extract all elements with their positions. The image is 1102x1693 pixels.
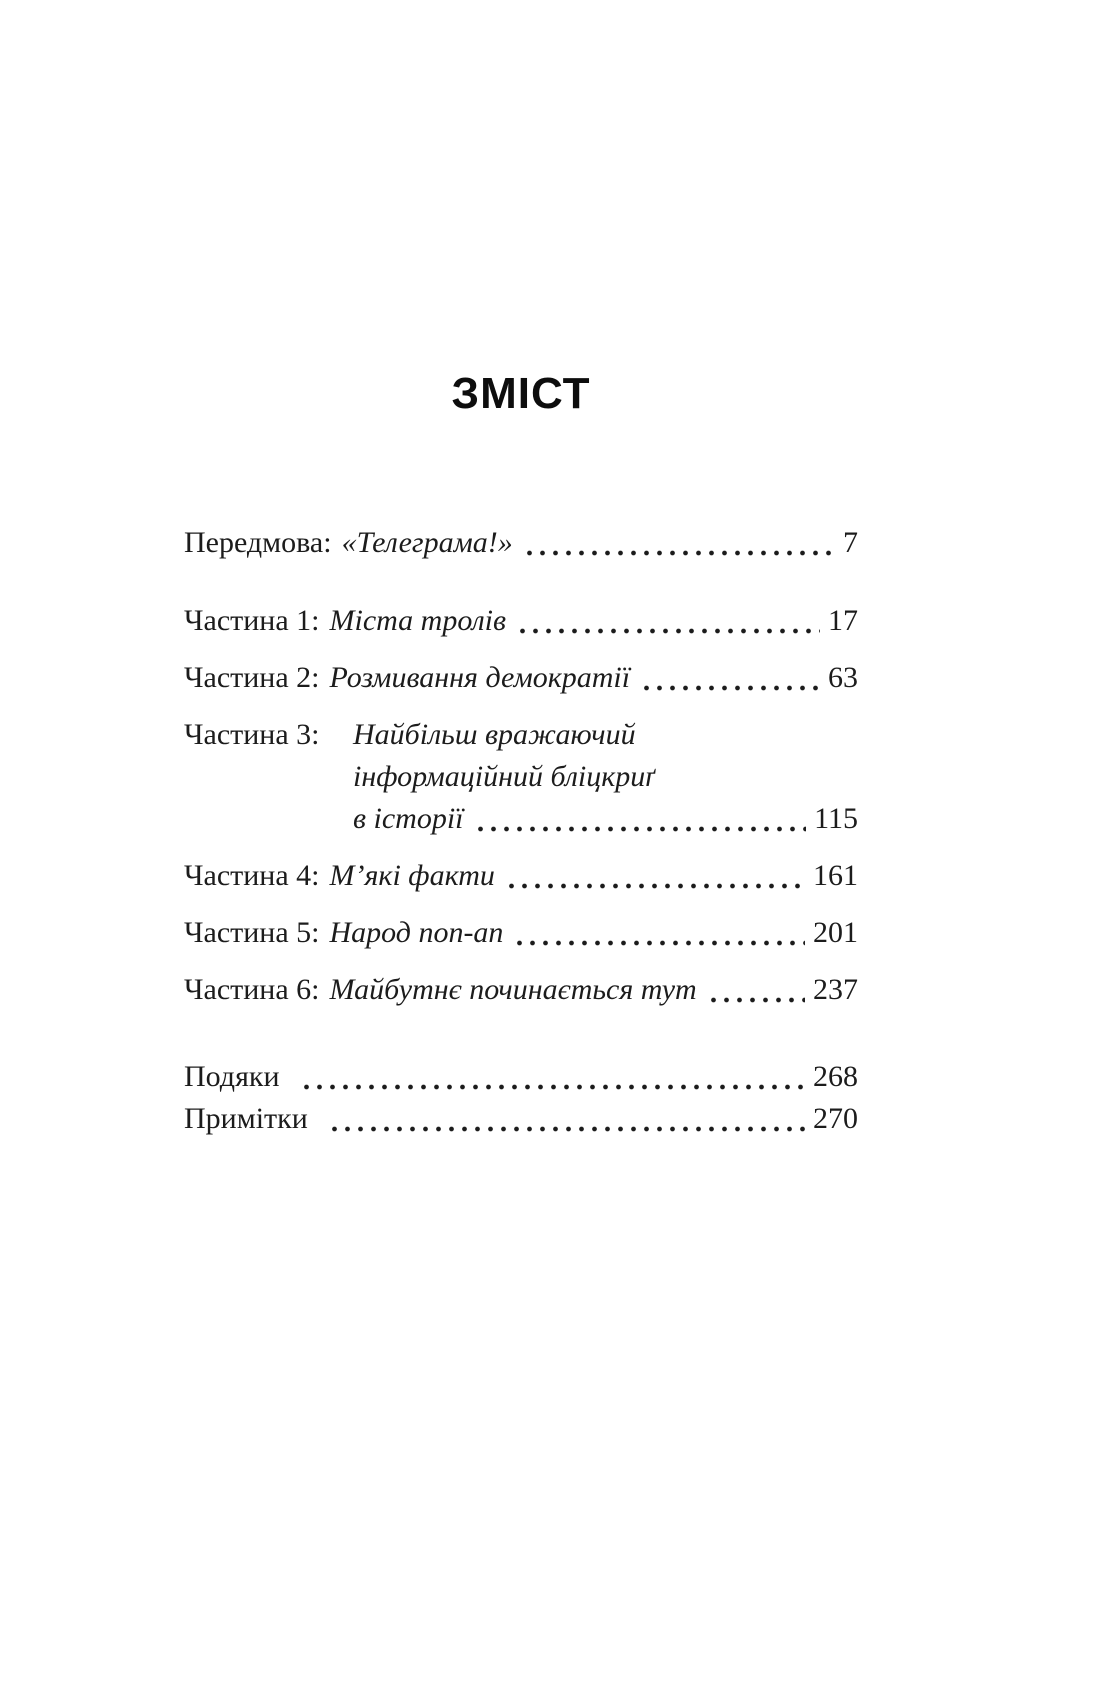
toc-entry-label: Частина 6: [184,973,320,1006]
toc-entry-title-line: інформаційний бліцкриґ [353,756,858,798]
page-number: 237 [813,973,858,1006]
toc-entry: Примітки 270 [184,1098,858,1140]
toc-entry: Частина 1: Міста тролів 17 [184,600,858,642]
toc-entry-label: Частина 3: [184,718,320,751]
page-number: 17 [828,604,858,637]
dot-leader [299,1056,805,1098]
dot-leader [522,522,835,564]
toc-entry-title: Розмивання демократії [329,661,631,694]
dot-leader [706,969,805,1011]
toc-entry-title: М’які факти [329,859,495,892]
page-number: 7 [843,526,858,559]
toc-entry-title: Міста тролів [329,604,507,637]
dot-leader [473,798,807,840]
toc-entry-title-line: в історії 115 [353,798,858,840]
dot-leader [327,1098,805,1140]
dot-leader [640,657,820,699]
page-number: 270 [813,1102,858,1135]
toc-entry-title: Найбільш вражаючий [353,718,636,751]
page-number: 115 [814,802,858,835]
toc-entry: Передмова: «Телеграма!» 7 [184,522,858,564]
toc-entry-title: в історії [353,802,464,835]
toc-entry-title: Народ поп-ап [329,916,504,949]
dot-leader [513,912,805,954]
toc-entry: Частина 5: Народ поп-ап 201 [184,912,858,954]
page-number: 161 [813,859,858,892]
toc-entry-title: «Телеграма!» [341,526,513,559]
toc-entry: Частина 6: Майбутнє починається тут 237 [184,969,858,1011]
toc-entry-label: Частина 4: [184,859,320,892]
toc-entry-title: інформаційний бліцкриґ [353,760,655,793]
toc-entry-label: Примітки [184,1102,308,1135]
page-number: 201 [813,916,858,949]
page-number: 268 [813,1060,858,1093]
dot-leader [504,855,805,897]
toc-entry-label: Подяки [184,1060,280,1093]
toc-entry: Частина 3: Найбільш вражаючий інформаційни… [184,714,858,840]
page-number: 63 [828,661,858,694]
table-of-contents: Передмова: «Телеграма!» 7 Частина 1: Міста т… [184,522,858,1140]
toc-entry-label: Частина 1: [184,604,320,637]
toc-entry-title-line: Найбільш вражаючий [353,714,858,756]
toc-entry-label: Частина 2: [184,661,320,694]
toc-entry-label: Передмова: [184,526,332,559]
toc-entry: Частина 4: М’які факти 161 [184,855,858,897]
toc-entry: Подяки 268 [184,1056,858,1098]
dot-leader [516,600,820,642]
toc-entry-label: Частина 5: [184,916,320,949]
toc-entry: Частина 2: Розмивання демократії 63 [184,657,858,699]
contents-title: ЗМІСТ [451,369,591,418]
toc-entry-title-block: Найбільш вражаючий інформаційний бліцкриґ… [353,714,858,840]
toc-entry-title: Майбутнє починається тут [329,973,697,1006]
